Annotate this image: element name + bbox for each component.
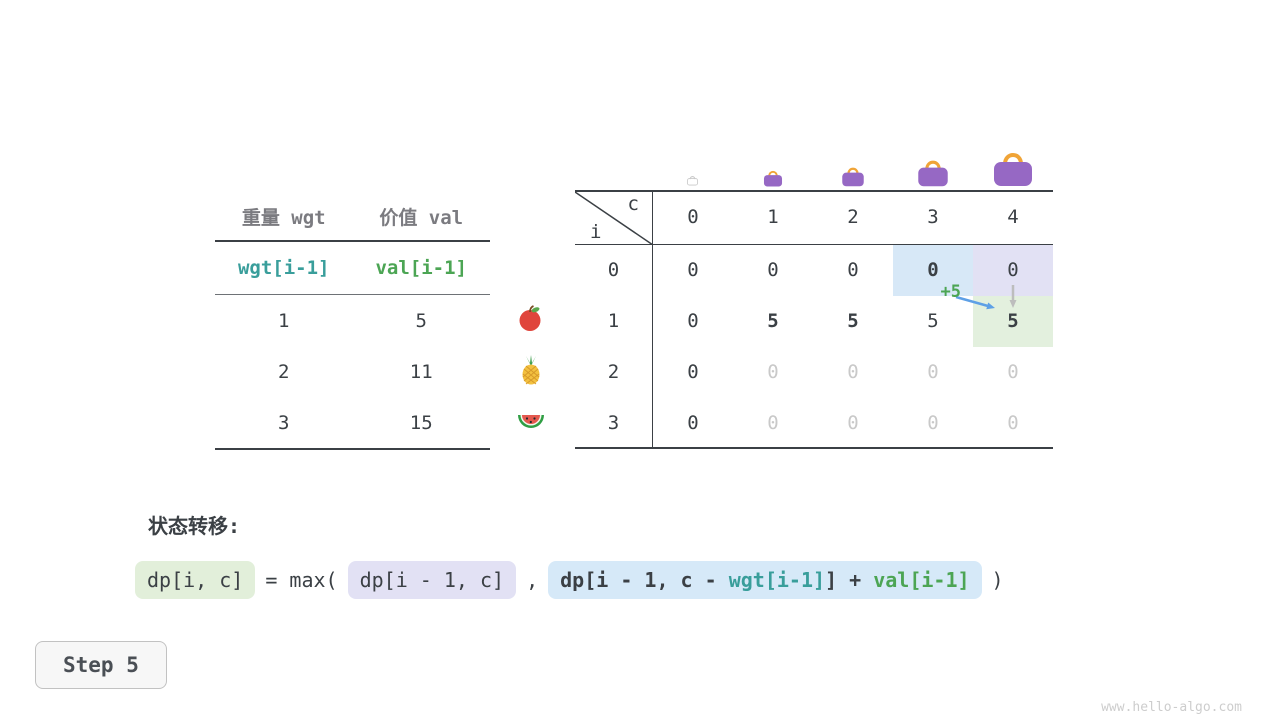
item-3-value: 15 bbox=[409, 411, 433, 434]
dp-cell-3-1: 0 bbox=[767, 412, 779, 434]
item-row-2: 2 11 bbox=[215, 346, 490, 397]
bag-icon-size-1 bbox=[762, 168, 784, 191]
bag-icon-empty bbox=[686, 171, 699, 190]
dp-cell-2-3: 0 bbox=[927, 361, 939, 383]
dp-cell-2-4: 0 bbox=[1007, 361, 1019, 383]
dp-cell-1-0: 0 bbox=[687, 310, 699, 332]
dp-row-0: 0 0 0 0 0 0 bbox=[575, 245, 1053, 296]
bag-icon-size-2 bbox=[840, 164, 866, 191]
dp-row-1: 1 0 5 5 5 5 bbox=[575, 296, 1053, 347]
transition-heading: 状态转移: bbox=[148, 514, 241, 538]
item-1-weight: 1 bbox=[278, 309, 290, 332]
wgt-formula-label: wgt[i-1] bbox=[237, 257, 330, 279]
dp-col-header-0: 0 bbox=[687, 206, 699, 228]
formula-comma: , bbox=[526, 568, 539, 592]
items-table-formula-row: wgt[i-1] val[i-1] bbox=[215, 242, 490, 294]
bag-icon-size-4 bbox=[990, 147, 1036, 191]
dp-cell-3-4: 0 bbox=[1007, 412, 1019, 434]
dp-row-3: 3 0 0 0 0 0 bbox=[575, 398, 1053, 449]
take-term-val: val[i-1] bbox=[873, 568, 970, 592]
dp-cell-0-2: 0 bbox=[847, 259, 859, 281]
watermark: www.hello-algo.com bbox=[1101, 700, 1242, 715]
dp-cell-1-4: 5 bbox=[973, 296, 1053, 347]
val-formula-label: val[i-1] bbox=[375, 257, 467, 279]
items-table-header-row: 重量 wgt 价值 val bbox=[215, 192, 490, 240]
dp-row-var-label: i bbox=[590, 221, 602, 243]
dp-col-var-label: c bbox=[627, 193, 639, 215]
dp-cell-1-1: 5 bbox=[767, 310, 779, 332]
dp-col-header-3: 3 bbox=[927, 206, 939, 228]
take-term-mid: ] + bbox=[825, 568, 874, 592]
items-table-divider-bottom bbox=[215, 448, 490, 450]
formula-close-paren: ) bbox=[991, 568, 1004, 592]
items-col-header-weight: 重量 wgt bbox=[241, 206, 326, 229]
dp-cell-2-1: 0 bbox=[767, 361, 779, 383]
dp-row-header-3: 3 bbox=[575, 398, 653, 449]
pineapple-icon bbox=[517, 355, 545, 385]
apple-icon bbox=[517, 304, 545, 332]
items-table-divider-top bbox=[215, 240, 490, 242]
dp-cell-3-3: 0 bbox=[927, 412, 939, 434]
item-row-1: 1 5 bbox=[215, 295, 490, 346]
formula-lhs-box: dp[i, c] bbox=[135, 561, 256, 599]
dp-cell-0-1: 0 bbox=[767, 259, 779, 281]
dp-cell-0-3: 0 bbox=[893, 245, 973, 296]
formula-keep-term-box: dp[i - 1, c] bbox=[347, 561, 517, 599]
transition-formula: dp[i, c] = max( dp[i - 1, c] , dp[i - 1,… bbox=[135, 561, 1004, 599]
dp-col-header-4: 4 bbox=[1007, 206, 1019, 228]
corner-diagonal-line bbox=[575, 192, 653, 245]
dp-header-row: c i 0 1 2 3 4 bbox=[575, 192, 1053, 245]
step-badge: Step 5 bbox=[35, 641, 167, 689]
dp-cell-2-0: 0 bbox=[687, 361, 699, 383]
items-table-divider-mid bbox=[215, 294, 490, 295]
dp-table: c i 0 1 2 3 4 0 0 0 0 0 0 1 0 5 5 5 5 2 … bbox=[575, 190, 1053, 449]
dp-cell-0-4: 0 bbox=[973, 245, 1053, 296]
dp-cell-3-2: 0 bbox=[847, 412, 859, 434]
formula-equals-max: = max( bbox=[265, 568, 338, 592]
dp-table-bottom-line bbox=[575, 447, 1053, 449]
dp-row-header-2: 2 bbox=[575, 347, 653, 398]
dp-row-header-0: 0 bbox=[575, 245, 653, 296]
dp-col-header-1: 1 bbox=[767, 206, 779, 228]
item-3-weight: 3 bbox=[278, 411, 290, 434]
dp-col-header-2: 2 bbox=[847, 206, 859, 228]
dp-corner-cell: c i bbox=[575, 192, 653, 245]
item-1-value: 5 bbox=[415, 309, 427, 332]
dp-row-header-1: 1 bbox=[575, 296, 653, 347]
item-2-weight: 2 bbox=[278, 360, 290, 383]
item-2-value: 11 bbox=[409, 360, 433, 383]
dp-cell-1-2: 5 bbox=[847, 310, 859, 332]
dp-cell-0-0: 0 bbox=[687, 259, 699, 281]
watermelon-icon bbox=[517, 408, 545, 436]
take-term-prefix: dp[i - 1, c - bbox=[560, 568, 729, 592]
plus-value-annotation: +5 bbox=[940, 282, 961, 302]
dp-cell-3-0: 0 bbox=[687, 412, 699, 434]
dp-row-2: 2 0 0 0 0 0 bbox=[575, 347, 1053, 398]
dp-cell-2-2: 0 bbox=[847, 361, 859, 383]
dp-cell-1-3: 5 bbox=[927, 310, 939, 332]
bag-icon-size-3 bbox=[915, 156, 951, 191]
items-col-header-value: 价值 val bbox=[379, 206, 464, 229]
take-term-wgt: wgt[i-1] bbox=[728, 568, 826, 592]
items-table: 重量 wgt 价值 val wgt[i-1] val[i-1] 1 5 2 11… bbox=[215, 192, 490, 450]
formula-take-term-box: dp[i - 1, c - wgt[i-1]] + val[i-1] bbox=[548, 561, 982, 599]
item-row-3: 3 15 bbox=[215, 397, 490, 448]
